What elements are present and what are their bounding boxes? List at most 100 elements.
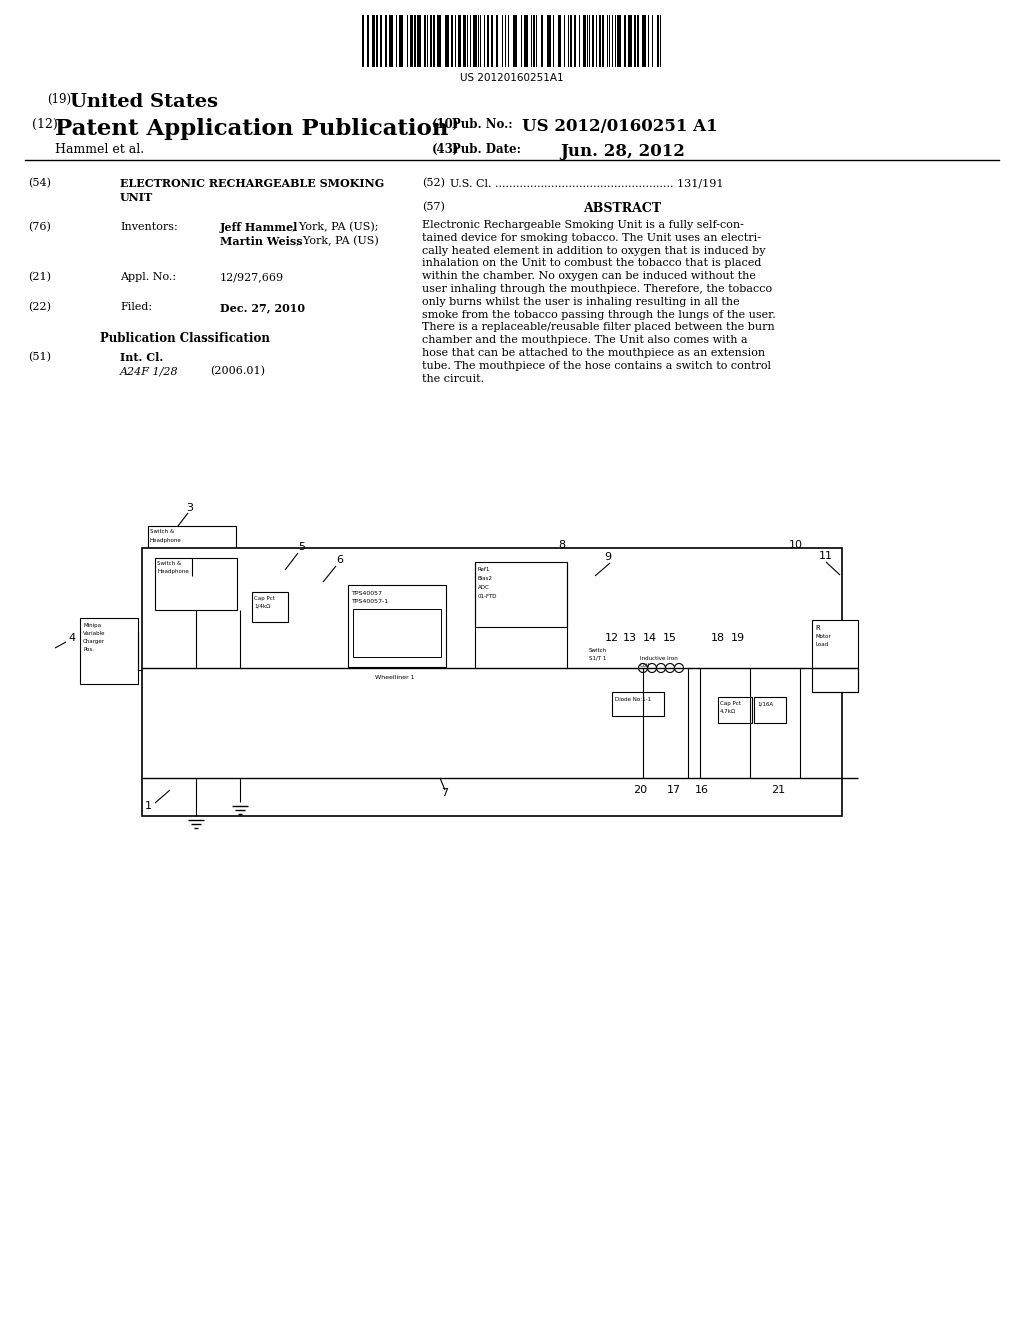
Text: Dec. 27, 2010: Dec. 27, 2010 — [220, 302, 305, 313]
Text: chamber and the mouthpiece. The Unit also comes with a: chamber and the mouthpiece. The Unit als… — [422, 335, 748, 346]
Text: Bias2: Bias2 — [478, 576, 493, 581]
Text: Diode No:1-1: Diode No:1-1 — [615, 697, 651, 702]
Text: Load: Load — [815, 642, 828, 647]
Text: 6: 6 — [337, 554, 343, 565]
Bar — [437, 15, 441, 67]
Bar — [385, 15, 387, 67]
Bar — [628, 15, 632, 67]
Text: Int. Cl.: Int. Cl. — [120, 352, 163, 363]
Bar — [372, 15, 375, 67]
Text: 4.7kΩ: 4.7kΩ — [720, 709, 736, 714]
Bar — [574, 15, 575, 67]
Text: Electronic Rechargeable Smoking Unit is a fully self-con-: Electronic Rechargeable Smoking Unit is … — [422, 220, 743, 230]
Text: (2006.01): (2006.01) — [210, 366, 265, 376]
Text: tained device for smoking tobacco. The Unit uses an electri-: tained device for smoking tobacco. The U… — [422, 232, 761, 243]
Text: Publication Classification: Publication Classification — [100, 333, 270, 345]
Bar — [473, 15, 477, 67]
Text: (19): (19) — [47, 92, 71, 106]
Text: 11: 11 — [819, 550, 833, 561]
Bar — [458, 15, 461, 67]
Text: hose that can be attached to the mouthpiece as an extension: hose that can be attached to the mouthpi… — [422, 348, 765, 358]
Text: Inventors:: Inventors: — [120, 222, 178, 232]
Text: 12: 12 — [605, 634, 620, 643]
Bar — [612, 692, 664, 715]
Bar — [353, 609, 441, 657]
Bar — [642, 15, 646, 67]
Text: Appl. No.:: Appl. No.: — [120, 272, 176, 282]
Text: U.S. Cl. ................................................... 131/191: U.S. Cl. ...............................… — [450, 178, 724, 187]
Text: (22): (22) — [28, 302, 51, 313]
Text: ADC: ADC — [478, 585, 489, 590]
Text: within the chamber. No oxygen can be induced without the: within the chamber. No oxygen can be ind… — [422, 271, 756, 281]
Bar — [624, 15, 626, 67]
Text: (57): (57) — [422, 202, 444, 213]
Bar — [657, 15, 659, 67]
Text: United States: United States — [70, 92, 218, 111]
Bar — [534, 15, 535, 67]
Text: Martin Weiss: Martin Weiss — [220, 236, 303, 247]
Bar — [155, 558, 237, 610]
Bar — [617, 15, 621, 67]
Text: 9: 9 — [604, 552, 611, 562]
Bar — [252, 591, 288, 622]
Text: (51): (51) — [28, 352, 51, 362]
Text: Pub. Date:: Pub. Date: — [452, 143, 521, 156]
Text: inhalation on the Unit to combust the tobacco that is placed: inhalation on the Unit to combust the to… — [422, 259, 762, 268]
Bar — [451, 15, 453, 67]
Bar — [570, 15, 572, 67]
Text: A24F 1/28: A24F 1/28 — [120, 366, 178, 376]
Text: Switch &: Switch & — [150, 529, 174, 535]
Text: Coil: Coil — [640, 663, 650, 668]
Text: 21: 21 — [771, 785, 785, 795]
Bar — [490, 15, 493, 67]
Text: 01-FTD: 01-FTD — [478, 594, 498, 599]
Bar — [558, 15, 561, 67]
Text: (52): (52) — [422, 178, 445, 189]
Bar — [424, 15, 426, 67]
Bar — [417, 15, 421, 67]
Text: TPS40057: TPS40057 — [352, 591, 383, 597]
Text: 5: 5 — [299, 543, 305, 552]
Text: 19: 19 — [731, 634, 745, 643]
Text: S1/T 1: S1/T 1 — [590, 655, 606, 660]
Text: (76): (76) — [28, 222, 51, 232]
Text: 8: 8 — [558, 540, 565, 550]
Text: user inhaling through the mouthpiece. Therefore, the tobacco: user inhaling through the mouthpiece. Th… — [422, 284, 772, 294]
Text: 1/16A: 1/16A — [757, 702, 773, 708]
Text: (43): (43) — [432, 143, 460, 156]
Text: Hammel et al.: Hammel et al. — [55, 143, 144, 156]
Bar — [513, 15, 517, 67]
Bar — [463, 15, 466, 67]
Text: Filed:: Filed: — [120, 302, 153, 312]
Text: 15: 15 — [663, 634, 677, 643]
Text: Wheelliner 1: Wheelliner 1 — [375, 675, 415, 680]
Bar — [602, 15, 604, 67]
Text: Jun. 28, 2012: Jun. 28, 2012 — [560, 143, 685, 160]
Bar — [496, 15, 498, 67]
Text: R: R — [815, 624, 820, 631]
Text: 7: 7 — [441, 788, 449, 799]
Text: , York, PA (US);: , York, PA (US); — [292, 222, 379, 232]
Bar — [634, 15, 636, 67]
Bar — [367, 15, 369, 67]
Bar — [487, 15, 489, 67]
Bar — [399, 15, 403, 67]
Text: US 2012/0160251 A1: US 2012/0160251 A1 — [522, 117, 718, 135]
Text: cally heated element in addition to oxygen that is induced by: cally heated element in addition to oxyg… — [422, 246, 766, 256]
Bar — [433, 15, 435, 67]
Text: TPS40057-1: TPS40057-1 — [352, 599, 389, 605]
Text: the circuit.: the circuit. — [422, 374, 484, 384]
Text: tube. The mouthpiece of the hose contains a switch to control: tube. The mouthpiece of the hose contain… — [422, 360, 771, 371]
Text: Charger: Charger — [83, 639, 105, 644]
Bar — [637, 15, 639, 67]
Text: smoke from the tobacco passing through the lungs of the user.: smoke from the tobacco passing through t… — [422, 310, 776, 319]
Text: ELECTRONIC RECHARGEABLE SMOKING: ELECTRONIC RECHARGEABLE SMOKING — [120, 178, 384, 189]
Text: Headphone: Headphone — [150, 539, 181, 543]
Bar — [812, 620, 858, 692]
Text: 17: 17 — [667, 785, 681, 795]
Text: only burns whilst the user is inhaling resulting in all the: only burns whilst the user is inhaling r… — [422, 297, 739, 306]
Text: Cap Pct: Cap Pct — [720, 701, 741, 706]
Bar — [80, 618, 138, 684]
Text: 1/4kΩ: 1/4kΩ — [254, 605, 270, 609]
Bar — [592, 15, 594, 67]
